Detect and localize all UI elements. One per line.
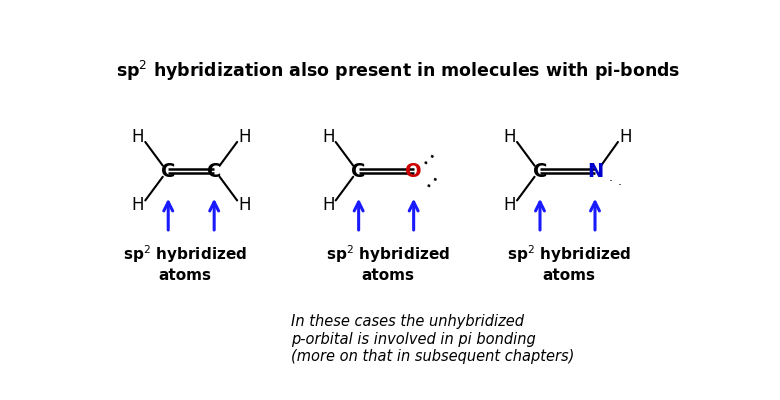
Text: ·: ·: [608, 176, 613, 188]
Text: sp$^2$ hybridization also present in molecules with pi-bonds: sp$^2$ hybridization also present in mol…: [115, 59, 680, 83]
Text: sp$^2$ hybridized
atoms: sp$^2$ hybridized atoms: [507, 244, 631, 283]
Text: C: C: [161, 162, 176, 181]
Text: H: H: [238, 196, 250, 214]
Text: sp$^2$ hybridized
atoms: sp$^2$ hybridized atoms: [325, 244, 450, 283]
Text: C: C: [207, 162, 222, 181]
Text: • •: • •: [424, 174, 441, 192]
Text: H: H: [504, 128, 516, 146]
Text: H: H: [322, 196, 335, 214]
Text: H: H: [504, 196, 516, 214]
Text: In these cases the unhybridized
p-orbital is involved in pi bonding
(more on tha: In these cases the unhybridized p-orbita…: [291, 314, 574, 364]
Text: O: O: [406, 162, 422, 181]
Text: sp$^2$ hybridized
atoms: sp$^2$ hybridized atoms: [123, 244, 247, 283]
Text: H: H: [238, 128, 250, 146]
Text: ·: ·: [617, 180, 621, 192]
Text: H: H: [132, 196, 144, 214]
Text: H: H: [132, 128, 144, 146]
Text: C: C: [352, 162, 366, 181]
Text: H: H: [322, 128, 335, 146]
Text: N: N: [587, 162, 603, 181]
Text: C: C: [533, 162, 548, 181]
Text: H: H: [619, 128, 632, 146]
Text: • •: • •: [422, 151, 439, 168]
